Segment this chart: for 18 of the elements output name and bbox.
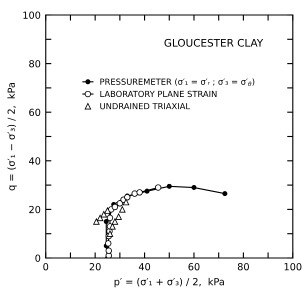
y-tick-label: 80 xyxy=(29,60,40,68)
y-axis-title: q = (σ′₁ − σ′₃) / 2, kPa xyxy=(7,82,17,190)
y-tick-label: 40 xyxy=(28,157,40,165)
x-tick-label: 0 xyxy=(43,263,48,270)
y-tick-label: 60 xyxy=(29,108,40,116)
x-tick-label: 80 xyxy=(238,263,249,270)
x-axis-title: p′ = (σ′₁ + σ′₃) / 2, kPa xyxy=(114,278,224,288)
legend-label: PRESSUREMETER (σ′₁ = σ′ᵣ ; σ′₃ = σ′$_{θ}$) xyxy=(100,78,254,86)
x-tick-label: 40 xyxy=(138,263,150,270)
legend-label: LABORATORY PLANE STRAIN xyxy=(100,90,216,98)
y-tick-label: 100 xyxy=(23,11,40,19)
legend-label: UNDRAINED TRIAXIAL xyxy=(100,103,190,110)
x-tick-label: 60 xyxy=(188,263,200,270)
y-tick-label: 20 xyxy=(29,206,40,214)
x-tick-label: 100 xyxy=(284,263,302,270)
text: GLOUCESTER CLAY xyxy=(164,38,264,47)
x-tick-label: 20 xyxy=(90,263,101,270)
y-tick-label: 0 xyxy=(35,254,40,262)
